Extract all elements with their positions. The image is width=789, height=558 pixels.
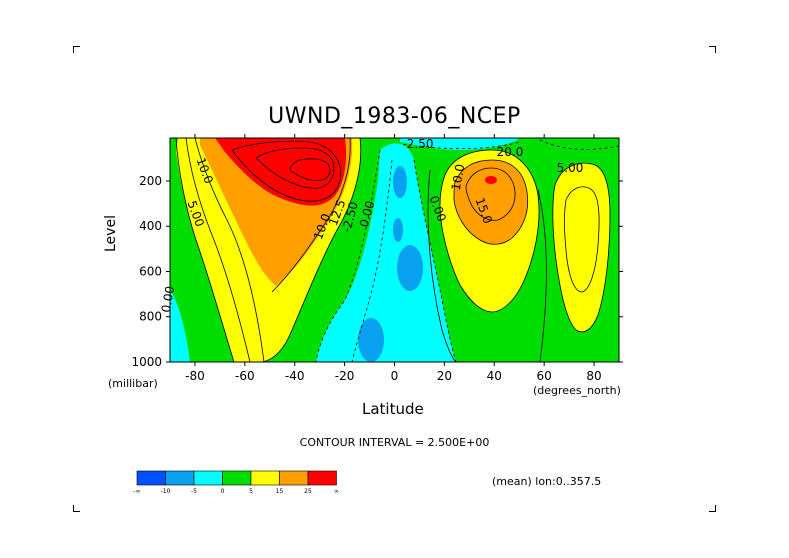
contour-line (289, 158, 331, 181)
contour-line (564, 186, 600, 293)
contour-line (194, 138, 265, 362)
contour-line (315, 149, 381, 362)
contour-label: 0.00 (159, 285, 177, 314)
y-axis-ticks: 200 400 600 800 1000 (131, 174, 623, 369)
contour-line (453, 159, 529, 245)
contour-label: 5.00 (557, 161, 584, 175)
x-axis-ticks: -80 -60 -40 -20 0 20 40 60 80 (185, 134, 602, 383)
x-tick-label: 40 (487, 369, 502, 383)
contour-label: 20.0 (497, 145, 524, 159)
corner-mark-br (709, 505, 716, 512)
y-tick-label: 200 (139, 174, 162, 188)
fill-cyan-top (400, 138, 520, 150)
fill-cyan-southpole (170, 290, 190, 362)
contour-line (537, 189, 547, 362)
contour-line (255, 147, 335, 189)
fill-blue-3 (397, 245, 423, 291)
colorbar-label: ∞ (334, 488, 339, 495)
fill-orange-north (454, 160, 528, 245)
colorbar-label: -5 (191, 488, 197, 495)
x-axis-label: Latitude (362, 400, 424, 418)
x-tick-label: -20 (335, 369, 355, 383)
colorbar-swatch (165, 470, 195, 486)
x-tick-label: 0 (391, 369, 399, 383)
contour-line (261, 138, 362, 362)
contour-line (419, 141, 521, 149)
y-axis-units: (millibar) (108, 377, 158, 390)
fill-blue-1 (393, 166, 407, 198)
contour-line (185, 138, 251, 362)
contour-line (439, 149, 540, 313)
mean-longitude-note: (mean) lon:0..357.5 (492, 475, 602, 488)
contour-line (175, 138, 235, 362)
fill-red-north (485, 176, 497, 184)
y-tick-label: 400 (139, 219, 162, 233)
x-tick-label: -80 (185, 369, 205, 383)
corner-mark-bl (73, 505, 80, 512)
contour-lines (175, 138, 619, 362)
y-tick-label: 1000 (131, 355, 162, 369)
colorbar-label: 15 (276, 488, 284, 495)
y-tick-label: 600 (139, 264, 162, 278)
x-tick-label: -40 (285, 369, 305, 383)
fill-blue-4 (358, 318, 384, 362)
colorbar-label: -10 (161, 488, 171, 495)
contour-fills (170, 138, 619, 362)
colorbar-label: 25 (304, 488, 312, 495)
contour-line (465, 167, 516, 221)
colorbar-label: 5 (249, 488, 253, 495)
contour-label: 10.0 (449, 163, 467, 192)
colorbar-label: -∞ (133, 488, 140, 495)
contour-line (413, 159, 457, 362)
contour-line (231, 140, 342, 202)
contour-line (271, 138, 351, 293)
contour-line (351, 159, 393, 362)
x-tick-label: 20 (437, 369, 452, 383)
x-tick-label: -60 (235, 369, 255, 383)
fill-blue-2 (393, 218, 403, 242)
colorbar-swatch (307, 470, 337, 486)
contour-label: 0.00 (357, 199, 377, 228)
contour-line (427, 169, 457, 362)
colorbar-swatch (279, 470, 309, 486)
fill-yellow-polar (552, 163, 610, 332)
contour-label: -2.50 (402, 137, 433, 151)
contour-interval-note: CONTOUR INTERVAL = 2.500E+00 (299, 436, 490, 449)
colorbar-swatch (193, 470, 223, 486)
colorbar-swatch (250, 470, 280, 486)
x-tick-label: 60 (537, 369, 552, 383)
fill-cyan-equator (316, 143, 456, 362)
x-tick-label: 80 (586, 369, 601, 383)
corner-mark-tr (709, 46, 716, 53)
corner-mark-tl (73, 46, 80, 53)
y-tick-label: 800 (139, 310, 162, 324)
colorbar: -∞ -10 -5 0 5 15 25 ∞ (133, 470, 339, 495)
contour-line (539, 139, 619, 150)
contour-line (552, 162, 611, 333)
colorbar-label: 0 (221, 488, 225, 495)
colorbar-swatch (136, 470, 166, 486)
chart-title: UWND_1983-06_NCEP (268, 104, 521, 129)
colorbar-swatch (222, 470, 252, 486)
y-axis-label: Level (103, 215, 119, 252)
fill-red-south (215, 138, 347, 206)
x-axis-units: (degrees_north) (533, 384, 621, 397)
